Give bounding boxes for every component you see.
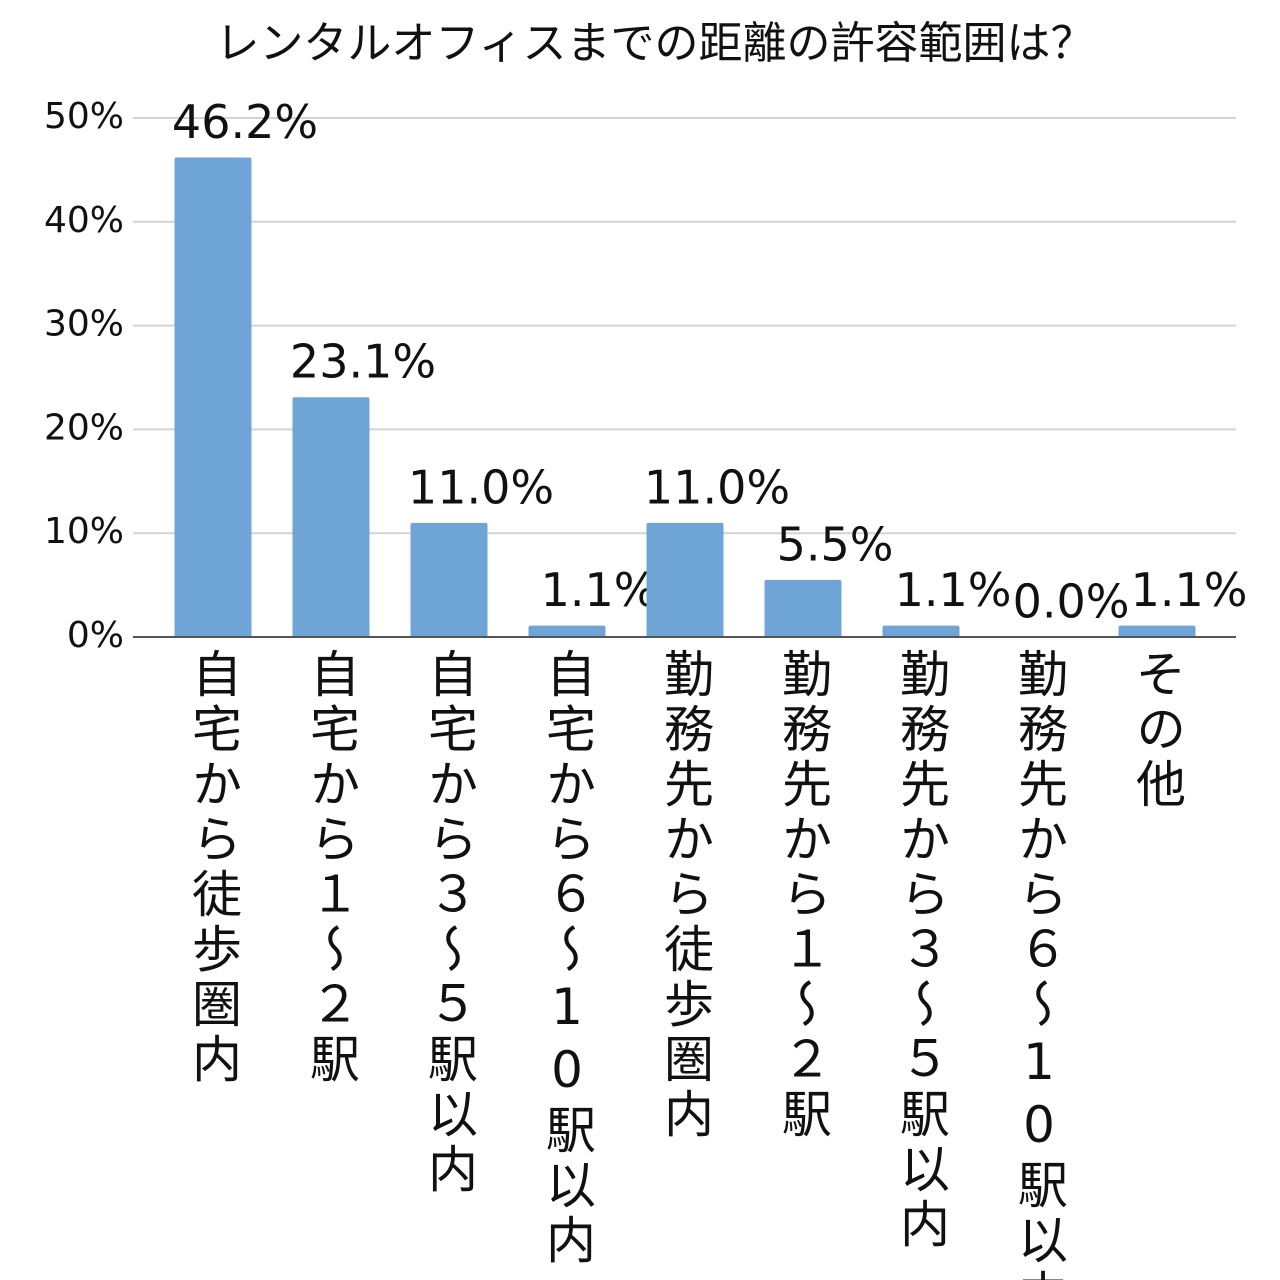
y-tick-label: 50% (44, 96, 124, 137)
x-tick-label: 自宅から１〜２駅 (302, 648, 360, 1088)
bar (882, 625, 960, 637)
bar (1118, 625, 1196, 637)
bar (410, 522, 488, 637)
y-tick-label: 10% (44, 511, 124, 552)
x-tick-label: 自宅から３〜５駅以内 (420, 648, 478, 1198)
bar (292, 397, 370, 637)
y-tick-label: 0% (67, 615, 124, 656)
value-label: 1.1% (895, 563, 1012, 617)
x-tick-label: 自宅から徒歩圏内 (184, 648, 242, 1088)
value-label: 5.5% (777, 517, 894, 571)
bar (764, 579, 842, 637)
x-tick-label: 勤務先から１〜２駅 (774, 648, 832, 1143)
y-tick-label: 30% (44, 304, 124, 345)
value-label: 1.1% (541, 563, 658, 617)
value-label: 23.1% (290, 335, 436, 389)
x-tick-label: 勤務先から３〜５駅以内 (892, 648, 950, 1253)
value-label: 11.0% (644, 460, 790, 514)
value-label: 46.2% (172, 95, 318, 149)
x-tick-label: 勤務先から徒歩圏内 (656, 648, 714, 1143)
x-tick-label: その他 (1128, 648, 1186, 813)
x-tick-label: 勤務先から６〜10駅以内 (1010, 648, 1068, 1280)
value-label: 11.0% (408, 460, 554, 514)
chart-title: レンタルオフィスまでの距離の許容範囲は？ (215, 18, 1094, 69)
y-tick-label: 20% (44, 407, 124, 448)
value-label: 1.1% (1131, 563, 1248, 617)
x-tick-label: 自宅から６〜10駅以内 (538, 648, 596, 1269)
bar (646, 522, 724, 637)
bar (174, 157, 252, 637)
y-tick-label: 40% (44, 200, 124, 241)
bar (528, 625, 606, 637)
value-label: 0.0% (1013, 575, 1130, 629)
